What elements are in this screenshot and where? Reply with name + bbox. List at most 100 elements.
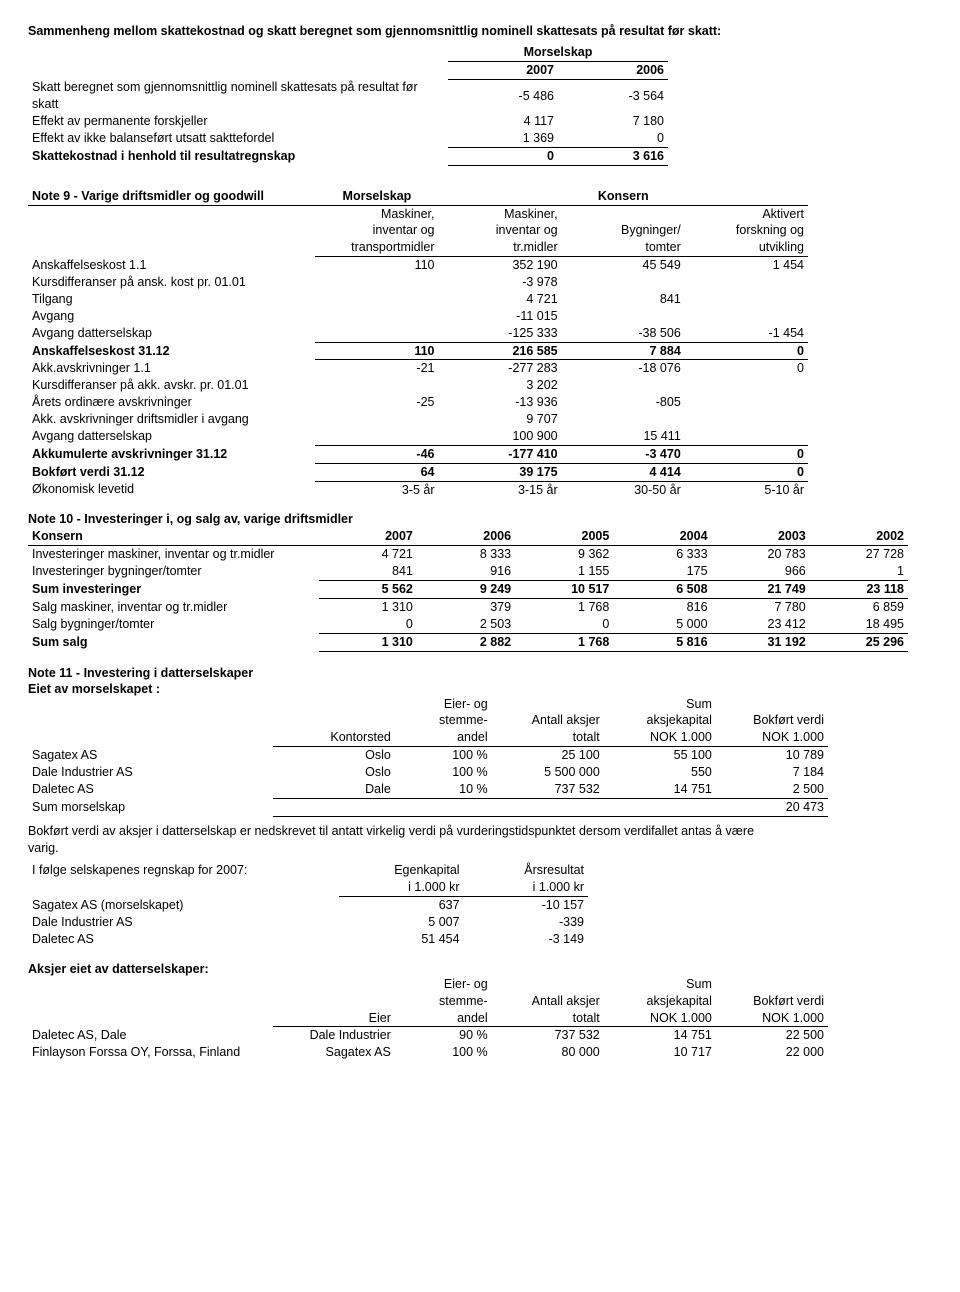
n11s3-c4a: Sum <box>604 976 716 993</box>
n11-c5b: NOK 1.000 <box>716 729 828 746</box>
table-cell: 8 333 <box>417 546 515 563</box>
table-cell: 2 500 <box>716 781 828 798</box>
n11-c5a: Bokført verdi <box>716 712 828 729</box>
note9-c0-l1: Maskiner, <box>315 205 438 222</box>
t1-r1-v1: 7 180 <box>558 113 668 130</box>
table-cell: 21 749 <box>712 581 810 599</box>
table-row-label: Sum morselskap <box>28 798 273 816</box>
note9-c1-l3: tr.midler <box>439 239 562 256</box>
table-cell <box>562 411 685 428</box>
table-cell: 0 <box>319 616 417 633</box>
table-cell: 3 202 <box>439 377 562 394</box>
table-cell: 916 <box>417 563 515 580</box>
table-cell: 5 500 000 <box>492 764 604 781</box>
t1-y0: 2007 <box>448 61 558 79</box>
table-row-label: Sagatex AS <box>28 747 273 764</box>
table-cell: 7 184 <box>716 764 828 781</box>
table-cell: 0 <box>685 445 808 463</box>
n11s3-c4b: aksjekapital <box>604 993 716 1010</box>
table-cell: 5 000 <box>613 616 711 633</box>
note11-sub3: Aksjer eiet av datterselskaper: <box>28 962 932 976</box>
table-cell: 51 454 <box>339 931 463 948</box>
table-cell: 2 882 <box>417 633 515 651</box>
table-cell: 22 500 <box>716 1027 828 1044</box>
table-cell: 9 249 <box>417 581 515 599</box>
note11-sub: Eiet av morselskapet : <box>28 682 932 696</box>
table-cell: 100 % <box>395 764 492 781</box>
n11-c1: Kontorsted <box>273 729 395 746</box>
note9-c1-l1: Maskiner, <box>439 205 562 222</box>
table-cell: 737 532 <box>492 781 604 798</box>
table-row-label: Anskaffelseskost 31.12 <box>28 342 315 360</box>
t1-group: Morselskap <box>448 44 668 61</box>
table-cell: 10 789 <box>716 747 828 764</box>
n11-c4b: aksjekapital <box>604 712 716 729</box>
table-cell <box>315 325 438 342</box>
n11s3-c2c: andel <box>395 1010 492 1027</box>
table-cell: 90 % <box>395 1027 492 1044</box>
n11s3-c1: Eier <box>273 1010 395 1027</box>
table-row-label: Investeringer bygninger/tomter <box>28 563 319 580</box>
note9-c3-l3: utvikling <box>685 239 808 256</box>
table-row-label: Akk. avskrivninger driftsmidler i avgang <box>28 411 315 428</box>
note11-sub2: I følge selskapenes regnskap for 2007: E… <box>28 862 588 947</box>
table-cell: 20 783 <box>712 546 810 563</box>
table-row-label: Avgang <box>28 308 315 325</box>
table-cell: 1 310 <box>319 633 417 651</box>
table-cell: 1 768 <box>515 633 613 651</box>
table-cell: 110 <box>315 342 438 360</box>
note10-y1: 2006 <box>417 528 515 545</box>
t1-r2-v1: 0 <box>558 130 668 147</box>
table-row-label: Sum salg <box>28 633 319 651</box>
table-row-label: Daletec AS <box>28 931 339 948</box>
table-cell: 5 562 <box>319 581 417 599</box>
table-cell: Dale <box>273 781 395 798</box>
t1-r0-label: Skatt beregnet som gjennomsnittlig nomin… <box>28 79 448 113</box>
table-cell <box>562 308 685 325</box>
table-cell: 841 <box>319 563 417 580</box>
table-cell: 25 296 <box>810 633 908 651</box>
table-row-label: Anskaffelseskost 1.1 <box>28 257 315 274</box>
n11s2-title: I følge selskapenes regnskap for 2007: <box>28 862 339 879</box>
table-row-label: Akkumulerte avskrivninger 31.12 <box>28 445 315 463</box>
table-cell: -339 <box>464 914 588 931</box>
n11-c2a: Eier- og <box>395 696 492 713</box>
table-cell: -21 <box>315 360 438 377</box>
table-cell: 550 <box>604 764 716 781</box>
n11s2-hh1: i 1.000 kr <box>464 879 588 896</box>
table-cell: 9 707 <box>439 411 562 428</box>
note9-c0-l2: inventar og <box>315 222 438 239</box>
table-cell: 1 155 <box>515 563 613 580</box>
note10-y5: 2002 <box>810 528 908 545</box>
table-cell: 0 <box>685 360 808 377</box>
table-cell: 110 <box>315 257 438 274</box>
table-cell: 4 414 <box>562 463 685 481</box>
table-cell: 4 721 <box>319 546 417 563</box>
table-cell: 14 751 <box>604 781 716 798</box>
table-cell <box>685 377 808 394</box>
table-row-label: Salg bygninger/tomter <box>28 616 319 633</box>
table-cell <box>685 291 808 308</box>
table-cell: 7 884 <box>562 342 685 360</box>
note11-para: Bokført verdi av aksjer i datterselskap … <box>28 823 768 857</box>
n11-c3b: totalt <box>492 729 604 746</box>
n11-c2c: andel <box>395 729 492 746</box>
table-cell: 10 517 <box>515 581 613 599</box>
table-cell: 64 <box>315 463 438 481</box>
table-row-label: Sagatex AS (morselskapet) <box>28 897 339 914</box>
table-cell: 100 900 <box>439 428 562 445</box>
n11s3-c4c: NOK 1.000 <box>604 1010 716 1027</box>
note11-sub3t: Eier- og Sum stemme- Antall aksjer aksje… <box>28 976 828 1061</box>
table-cell: 2 503 <box>417 616 515 633</box>
table-row-label: Kursdifferanser på ansk. kost pr. 01.01 <box>28 274 315 291</box>
table-cell: 216 585 <box>439 342 562 360</box>
n11-c4a: Sum <box>604 696 716 713</box>
note9-c2-l3: tomter <box>562 239 685 256</box>
table-cell: -11 015 <box>439 308 562 325</box>
n11s3-c2b: stemme- <box>395 993 492 1010</box>
table-cell: 18 495 <box>810 616 908 633</box>
note10-y0: 2007 <box>319 528 417 545</box>
table-row-label: Daletec AS, Dale <box>28 1027 273 1044</box>
table-cell: Sagatex AS <box>273 1044 395 1061</box>
table-cell <box>315 411 438 428</box>
